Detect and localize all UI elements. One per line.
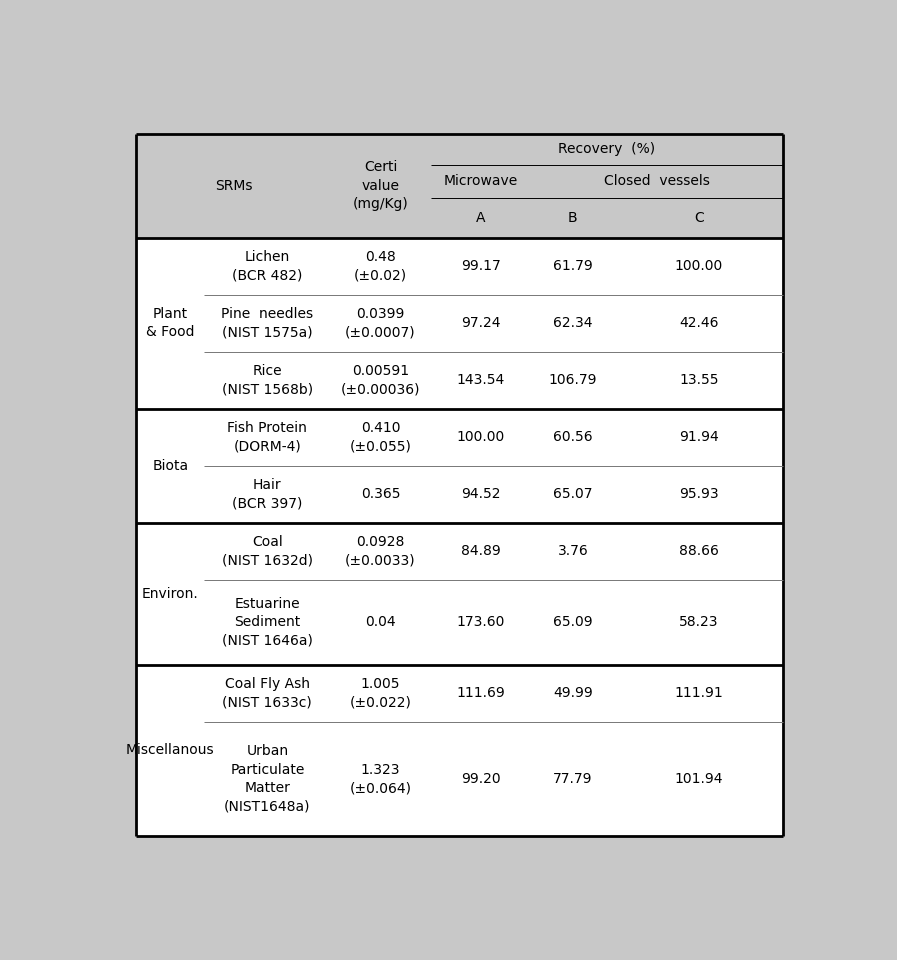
Text: 99.17: 99.17 [461,259,501,273]
Text: Closed  vessels: Closed vessels [604,175,710,188]
Text: 143.54: 143.54 [457,373,505,387]
Text: 65.07: 65.07 [553,487,593,501]
Text: Biota: Biota [152,459,188,472]
Text: SRMs: SRMs [214,179,252,193]
Text: B: B [568,211,578,225]
Text: 111.69: 111.69 [457,686,505,701]
Text: 42.46: 42.46 [679,316,718,330]
Text: Pine  needles
(NIST 1575a): Pine needles (NIST 1575a) [222,307,313,339]
Text: Microwave: Microwave [444,175,518,188]
Text: 1.323
(±0.064): 1.323 (±0.064) [350,763,412,795]
Text: 61.79: 61.79 [553,259,593,273]
Text: 0.365: 0.365 [361,487,400,501]
Text: Environ.: Environ. [142,587,199,601]
Text: Plant
& Food: Plant & Food [146,307,195,339]
Text: 84.89: 84.89 [461,544,501,558]
Text: Recovery  (%): Recovery (%) [558,142,656,156]
Text: Coal Fly Ash
(NIST 1633c): Coal Fly Ash (NIST 1633c) [222,677,312,709]
Text: 111.91: 111.91 [675,686,723,701]
Text: 0.0928
(±0.0033): 0.0928 (±0.0033) [345,535,416,567]
Text: 99.20: 99.20 [461,772,501,786]
Text: Certi
value
(mg/Kg): Certi value (mg/Kg) [353,160,408,211]
Text: 62.34: 62.34 [553,316,593,330]
Text: 3.76: 3.76 [557,544,588,558]
Text: 100.00: 100.00 [457,430,505,444]
Text: 0.00591
(±0.00036): 0.00591 (±0.00036) [341,364,421,396]
Text: 0.410
(±0.055): 0.410 (±0.055) [350,420,412,453]
Text: 0.0399
(±0.0007): 0.0399 (±0.0007) [345,307,416,339]
Text: 94.52: 94.52 [461,487,501,501]
Text: Coal
(NIST 1632d): Coal (NIST 1632d) [222,535,313,567]
Text: Fish Protein
(DORM-4): Fish Protein (DORM-4) [228,420,308,453]
Text: C: C [694,211,704,225]
Text: 88.66: 88.66 [679,544,718,558]
Text: Lichen
(BCR 482): Lichen (BCR 482) [232,250,302,282]
Text: Urban
Particulate
Matter
(NIST1648a): Urban Particulate Matter (NIST1648a) [224,744,310,813]
Text: 173.60: 173.60 [457,615,505,629]
Text: 77.79: 77.79 [553,772,593,786]
Text: 1.005
(±0.022): 1.005 (±0.022) [350,677,412,709]
Text: 65.09: 65.09 [553,615,593,629]
Text: 0.48
(±0.02): 0.48 (±0.02) [354,250,407,282]
Text: 0.04: 0.04 [365,615,396,629]
Text: 91.94: 91.94 [679,430,718,444]
Text: 106.79: 106.79 [549,373,597,387]
Text: A: A [476,211,485,225]
Text: 95.93: 95.93 [679,487,718,501]
Text: 13.55: 13.55 [679,373,718,387]
Bar [136,238,783,836]
Text: 100.00: 100.00 [675,259,723,273]
Text: 58.23: 58.23 [679,615,718,629]
Text: Rice
(NIST 1568b): Rice (NIST 1568b) [222,364,313,396]
Text: Estuarine
Sediment
(NIST 1646a): Estuarine Sediment (NIST 1646a) [222,597,313,648]
Text: Hair
(BCR 397): Hair (BCR 397) [232,478,302,510]
Text: 97.24: 97.24 [461,316,501,330]
Text: 49.99: 49.99 [553,686,593,701]
Text: 101.94: 101.94 [675,772,723,786]
Text: 60.56: 60.56 [553,430,593,444]
Text: Miscellanous: Miscellanous [126,743,214,757]
